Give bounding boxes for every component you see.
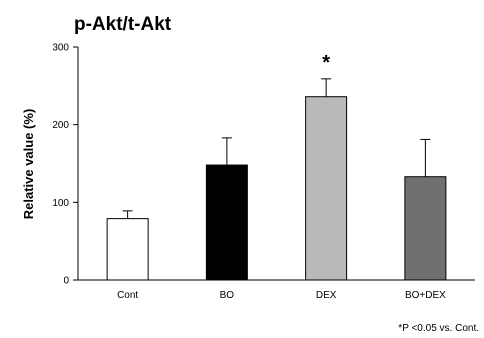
bar-dex (305, 96, 348, 281)
significance-star: * (322, 52, 330, 74)
chart-title: p-Akt/t-Akt (74, 14, 172, 35)
y-tick-label: 100 (52, 198, 69, 209)
footnote: *P <0.05 vs. Cont. (398, 323, 479, 334)
y-ticks: 0 100 200 300 (52, 43, 78, 287)
x-tick-labels: Cont BO DEX BO+DEX (117, 290, 446, 301)
x-tick-label: DEX (316, 290, 337, 301)
y-tick-label: 0 (63, 276, 69, 287)
x-tick-label: BO (220, 290, 235, 301)
x-tick-label: Cont (117, 290, 138, 301)
y-tick-label: 300 (52, 43, 69, 54)
x-tick-label: BO+DEX (405, 290, 446, 301)
significance-markers: * (322, 52, 330, 74)
bar-bo (205, 164, 248, 281)
bar-cont (106, 218, 149, 281)
bar-bo-dex (404, 176, 447, 281)
y-axis-label: Relative value (%) (21, 109, 36, 220)
bars (106, 96, 447, 281)
y-tick-label: 200 (52, 120, 69, 131)
error-bars (122, 78, 431, 219)
